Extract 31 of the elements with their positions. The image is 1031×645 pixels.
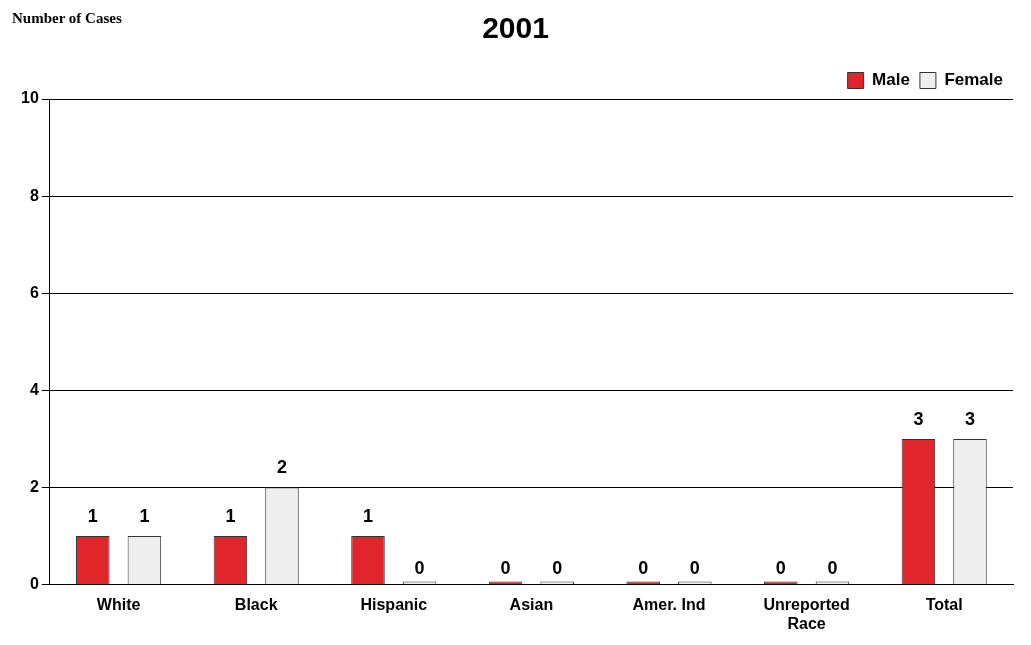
data-label: 0 [500,557,511,578]
data-label: 0 [552,557,563,578]
data-label: 2 [276,457,288,478]
x-tick-label: White [96,595,141,613]
y-tick-label: 0 [29,575,39,593]
data-label: 1 [87,506,98,527]
x-tick-label: Unreported Race [763,595,850,632]
data-label: 1 [139,506,150,527]
x-tick-label: Total [925,595,963,613]
y-tick-label: 6 [29,283,39,301]
data-label: 0 [689,557,700,578]
x-tick-label: Amer. Ind [632,595,706,613]
data-label: 1 [225,506,236,527]
x-tick-label: Hispanic [360,595,428,613]
y-tick-label: 2 [29,477,39,495]
y-axis-title: Number of Cases [12,10,122,27]
data-label: 1 [362,506,374,527]
chart-title: 2001 [482,11,549,45]
data-label: 0 [414,557,425,578]
x-tick-label: Black [234,595,278,613]
y-tick-label: 4 [29,380,39,398]
legend-label: Male [872,70,910,90]
y-tick-label: 8 [29,186,39,204]
data-label: 0 [775,557,786,578]
data-label: 0 [827,557,838,578]
data-label: 0 [638,557,649,578]
legend-label: Female [944,70,1004,90]
x-tick-label: Asian [509,595,554,613]
y-tick-label: 10 [21,89,39,107]
data-label: 3 [913,408,924,429]
data-label: 3 [964,408,976,429]
